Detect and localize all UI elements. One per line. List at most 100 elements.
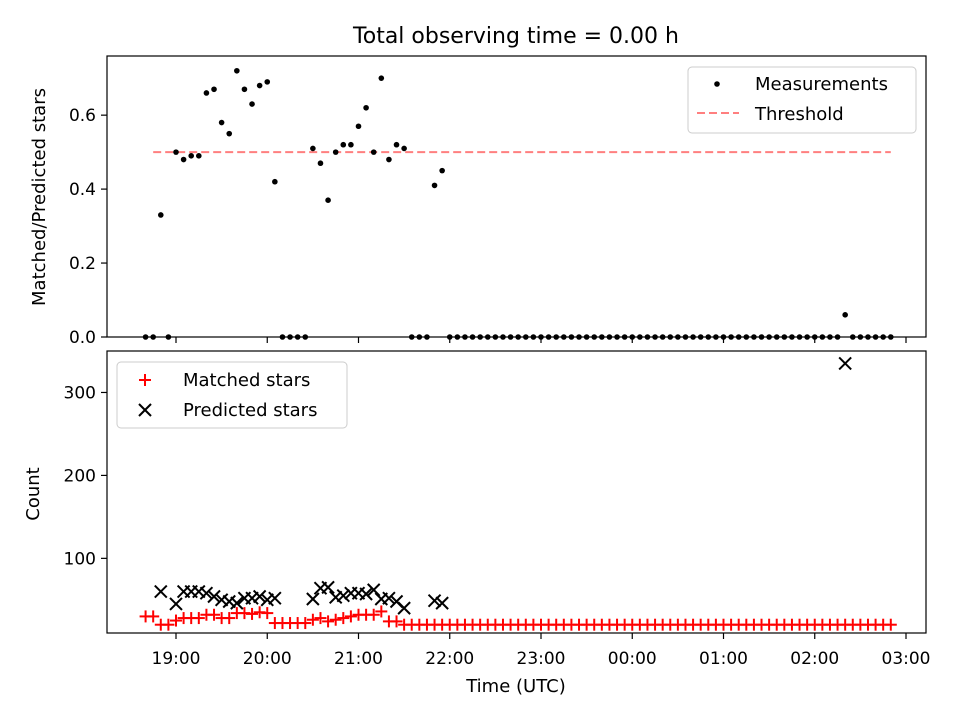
measurement-point	[446, 334, 453, 340]
predicted-x-b	[336, 588, 350, 603]
measurement-point	[857, 334, 864, 340]
measurement-point	[599, 334, 605, 340]
predicted-x-b	[268, 591, 282, 605]
measurement-point	[553, 334, 560, 340]
measurement-point	[203, 90, 210, 96]
measurement-point	[576, 334, 582, 340]
x-axis-label: Time (UTC)	[465, 676, 566, 697]
measurement-point	[256, 82, 263, 89]
measurement-point	[469, 334, 476, 340]
bottom-xtick-label: 23:00	[517, 649, 566, 669]
measurement-point	[697, 334, 704, 340]
measurement-point	[272, 178, 278, 185]
measurement-point	[515, 334, 521, 340]
matched-stars-point	[322, 615, 335, 628]
top-ytick-label: 0.4	[69, 180, 96, 200]
measurement-point	[142, 334, 149, 340]
predicted-stars-point	[397, 601, 411, 615]
measurement-point	[872, 334, 879, 340]
predicted-stars-point	[207, 589, 221, 604]
bottom-legend-box	[116, 361, 348, 429]
predicted-x-b	[252, 589, 267, 604]
predicted-x-b	[435, 596, 449, 610]
matched-stars-point	[170, 614, 182, 627]
predicted-x-b	[154, 584, 168, 599]
measurement-point	[302, 334, 309, 340]
measurement-point	[477, 334, 483, 340]
matched-stars-point	[208, 608, 221, 621]
measurement-point	[690, 334, 696, 340]
legend-measurements-marker	[714, 81, 720, 87]
predicted-x-b	[427, 593, 442, 608]
measurement-point	[431, 182, 438, 189]
measurement-point	[606, 334, 613, 340]
measurement-point	[386, 156, 392, 163]
predicted-x-b	[389, 594, 404, 609]
measurement-point	[743, 334, 750, 340]
legend-predicted-marker	[138, 403, 152, 417]
measurement-point	[165, 334, 172, 340]
measurement-point	[728, 334, 734, 340]
measurement-point	[408, 334, 415, 340]
top-ytick-label: 0.0	[69, 328, 96, 348]
measurement-point	[196, 153, 202, 159]
measurement-point	[157, 212, 164, 218]
predicted-x-b	[169, 597, 183, 611]
predicted-x-b	[230, 596, 244, 610]
measurement-point	[561, 334, 567, 340]
measurement-point	[424, 334, 430, 340]
bottom-xtick-label: 21:00	[334, 649, 383, 669]
measurement-point	[363, 104, 369, 111]
measurement-point	[781, 334, 788, 340]
predicted-stars-point	[306, 592, 320, 606]
matched-stars-point	[390, 615, 403, 628]
measurement-point	[621, 334, 628, 340]
bottom-ytick-label: 100	[64, 549, 96, 569]
measurement-point	[865, 334, 871, 340]
predicted-stars-point	[321, 580, 335, 595]
measurement-point	[849, 334, 856, 340]
measurement-point	[355, 123, 362, 130]
predicted-x-b	[367, 583, 381, 597]
measurement-point	[226, 130, 233, 137]
measurement-point	[583, 334, 590, 340]
measurement-point	[751, 334, 757, 340]
matched-stars-point	[223, 612, 236, 625]
predicted-stars-point	[230, 596, 244, 610]
matched-stars-point	[192, 612, 205, 625]
predicted-stars-point	[838, 356, 852, 371]
measurement-point	[614, 334, 620, 340]
measurement-point	[659, 334, 666, 340]
measurement-point	[370, 149, 377, 155]
measurement-point	[522, 334, 529, 340]
predicted-x-b	[382, 591, 396, 605]
matched-stars-point	[147, 610, 160, 623]
measurement-point	[211, 86, 217, 93]
matched-stars-point	[329, 613, 342, 626]
measurement-point	[545, 334, 552, 340]
measurement-point	[173, 149, 179, 155]
measurement-point	[332, 149, 339, 155]
measurement-point	[591, 334, 598, 340]
measurement-point	[637, 334, 643, 340]
measurement-point	[758, 334, 765, 340]
measurement-point	[629, 334, 636, 340]
predicted-stars-point	[268, 591, 282, 605]
matched-stars-point	[261, 607, 274, 620]
measurement-point	[241, 86, 248, 93]
predicted-x-b	[321, 580, 335, 595]
legend-predicted-label: Predicted stars	[183, 400, 317, 421]
measurement-point	[454, 334, 461, 340]
predicted-stars-point	[199, 586, 214, 600]
matched-stars-point	[375, 605, 388, 618]
chart-title: Total observing time = 0.00 h	[352, 24, 679, 49]
measurement-point	[484, 334, 491, 340]
measurement-point	[705, 334, 712, 340]
bottom-xtick-label: 03:00	[882, 649, 931, 669]
measurement-point	[675, 334, 681, 340]
predicted-stars-point	[427, 593, 442, 608]
measurement-point	[507, 334, 514, 340]
top-legend-box	[687, 66, 917, 134]
predicted-stars-point	[336, 588, 350, 603]
